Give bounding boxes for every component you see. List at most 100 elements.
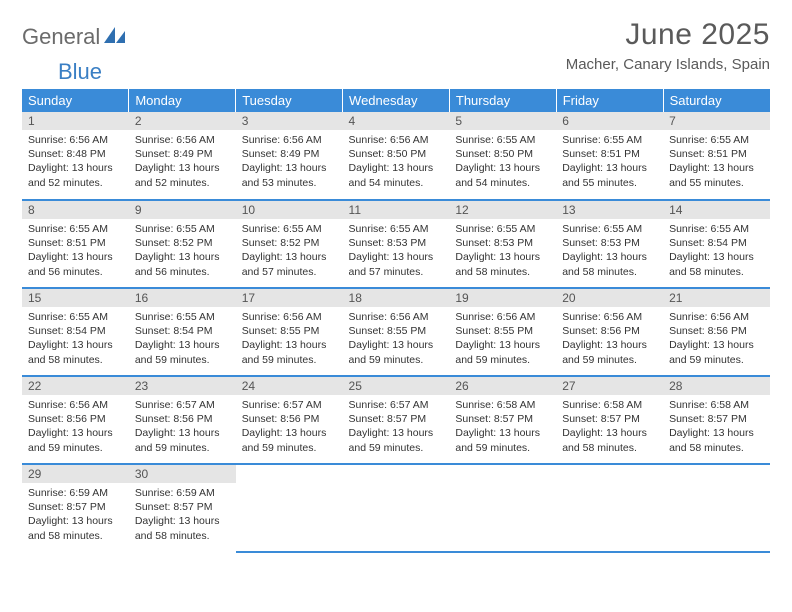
- calendar-cell: 15Sunrise: 6:55 AMSunset: 8:54 PMDayligh…: [22, 288, 129, 376]
- day-content: Sunrise: 6:55 AMSunset: 8:51 PMDaylight:…: [556, 130, 663, 196]
- day-content: Sunrise: 6:55 AMSunset: 8:54 PMDaylight:…: [129, 307, 236, 373]
- calendar-row: 8Sunrise: 6:55 AMSunset: 8:51 PMDaylight…: [22, 200, 770, 288]
- calendar-table: Sunday Monday Tuesday Wednesday Thursday…: [22, 89, 770, 553]
- calendar-cell: 20Sunrise: 6:56 AMSunset: 8:56 PMDayligh…: [556, 288, 663, 376]
- day-number: 29: [22, 465, 129, 483]
- day-content: Sunrise: 6:56 AMSunset: 8:49 PMDaylight:…: [129, 130, 236, 196]
- day-number: 16: [129, 289, 236, 307]
- day-number: 18: [343, 289, 450, 307]
- calendar-cell: 2Sunrise: 6:56 AMSunset: 8:49 PMDaylight…: [129, 112, 236, 200]
- weekday-tuesday: Tuesday: [236, 89, 343, 112]
- day-content: Sunrise: 6:56 AMSunset: 8:49 PMDaylight:…: [236, 130, 343, 196]
- day-number: 20: [556, 289, 663, 307]
- day-number: 8: [22, 201, 129, 219]
- day-content: Sunrise: 6:55 AMSunset: 8:54 PMDaylight:…: [22, 307, 129, 373]
- calendar-cell: 21Sunrise: 6:56 AMSunset: 8:56 PMDayligh…: [663, 288, 770, 376]
- logo-word-general: General: [22, 24, 100, 50]
- day-number: 19: [449, 289, 556, 307]
- calendar-cell: 16Sunrise: 6:55 AMSunset: 8:54 PMDayligh…: [129, 288, 236, 376]
- calendar-cell: 9Sunrise: 6:55 AMSunset: 8:52 PMDaylight…: [129, 200, 236, 288]
- day-content: Sunrise: 6:57 AMSunset: 8:57 PMDaylight:…: [343, 395, 450, 461]
- weekday-monday: Monday: [129, 89, 236, 112]
- calendar-cell: 3Sunrise: 6:56 AMSunset: 8:49 PMDaylight…: [236, 112, 343, 200]
- calendar-cell: 28Sunrise: 6:58 AMSunset: 8:57 PMDayligh…: [663, 376, 770, 464]
- weekday-friday: Friday: [556, 89, 663, 112]
- day-content: Sunrise: 6:55 AMSunset: 8:51 PMDaylight:…: [663, 130, 770, 196]
- day-content: Sunrise: 6:56 AMSunset: 8:56 PMDaylight:…: [22, 395, 129, 461]
- day-content: Sunrise: 6:57 AMSunset: 8:56 PMDaylight:…: [236, 395, 343, 461]
- calendar-cell: 10Sunrise: 6:55 AMSunset: 8:52 PMDayligh…: [236, 200, 343, 288]
- day-content: Sunrise: 6:56 AMSunset: 8:50 PMDaylight:…: [343, 130, 450, 196]
- calendar-cell: 26Sunrise: 6:58 AMSunset: 8:57 PMDayligh…: [449, 376, 556, 464]
- day-number: 25: [343, 377, 450, 395]
- day-content: Sunrise: 6:58 AMSunset: 8:57 PMDaylight:…: [556, 395, 663, 461]
- day-content: Sunrise: 6:55 AMSunset: 8:51 PMDaylight:…: [22, 219, 129, 285]
- day-content: Sunrise: 6:56 AMSunset: 8:48 PMDaylight:…: [22, 130, 129, 196]
- calendar-cell: 30Sunrise: 6:59 AMSunset: 8:57 PMDayligh…: [129, 464, 236, 552]
- day-content: Sunrise: 6:56 AMSunset: 8:56 PMDaylight:…: [556, 307, 663, 373]
- day-number: 22: [22, 377, 129, 395]
- day-number: 6: [556, 112, 663, 130]
- day-number: 17: [236, 289, 343, 307]
- logo: General: [22, 18, 128, 50]
- calendar-row: 15Sunrise: 6:55 AMSunset: 8:54 PMDayligh…: [22, 288, 770, 376]
- day-number: 26: [449, 377, 556, 395]
- weekday-sunday: Sunday: [22, 89, 129, 112]
- calendar-cell: 19Sunrise: 6:56 AMSunset: 8:55 PMDayligh…: [449, 288, 556, 376]
- day-number: 1: [22, 112, 129, 130]
- day-content: Sunrise: 6:55 AMSunset: 8:54 PMDaylight:…: [663, 219, 770, 285]
- calendar-cell: 14Sunrise: 6:55 AMSunset: 8:54 PMDayligh…: [663, 200, 770, 288]
- weekday-thursday: Thursday: [449, 89, 556, 112]
- day-number: 13: [556, 201, 663, 219]
- calendar-cell-empty: [343, 464, 450, 552]
- day-content: Sunrise: 6:55 AMSunset: 8:50 PMDaylight:…: [449, 130, 556, 196]
- calendar-row: 29Sunrise: 6:59 AMSunset: 8:57 PMDayligh…: [22, 464, 770, 552]
- calendar-cell: 29Sunrise: 6:59 AMSunset: 8:57 PMDayligh…: [22, 464, 129, 552]
- day-number: 23: [129, 377, 236, 395]
- day-number: 9: [129, 201, 236, 219]
- day-content: Sunrise: 6:55 AMSunset: 8:53 PMDaylight:…: [343, 219, 450, 285]
- calendar-cell: 11Sunrise: 6:55 AMSunset: 8:53 PMDayligh…: [343, 200, 450, 288]
- day-content: Sunrise: 6:55 AMSunset: 8:52 PMDaylight:…: [236, 219, 343, 285]
- day-number: 12: [449, 201, 556, 219]
- weekday-header-row: Sunday Monday Tuesday Wednesday Thursday…: [22, 89, 770, 112]
- day-content: Sunrise: 6:58 AMSunset: 8:57 PMDaylight:…: [663, 395, 770, 461]
- day-number: 28: [663, 377, 770, 395]
- calendar-cell: 4Sunrise: 6:56 AMSunset: 8:50 PMDaylight…: [343, 112, 450, 200]
- day-number: 10: [236, 201, 343, 219]
- calendar-cell: 7Sunrise: 6:55 AMSunset: 8:51 PMDaylight…: [663, 112, 770, 200]
- calendar-cell-empty: [236, 464, 343, 552]
- day-number: 11: [343, 201, 450, 219]
- day-number: 30: [129, 465, 236, 483]
- day-content: Sunrise: 6:56 AMSunset: 8:55 PMDaylight:…: [343, 307, 450, 373]
- day-number: 3: [236, 112, 343, 130]
- weekday-wednesday: Wednesday: [343, 89, 450, 112]
- day-number: 7: [663, 112, 770, 130]
- day-content: Sunrise: 6:57 AMSunset: 8:56 PMDaylight:…: [129, 395, 236, 461]
- day-number: 14: [663, 201, 770, 219]
- day-content: Sunrise: 6:59 AMSunset: 8:57 PMDaylight:…: [129, 483, 236, 549]
- calendar-cell: 1Sunrise: 6:56 AMSunset: 8:48 PMDaylight…: [22, 112, 129, 200]
- month-title: June 2025: [566, 18, 770, 52]
- logo-sail-icon: [104, 25, 126, 50]
- calendar-cell: 22Sunrise: 6:56 AMSunset: 8:56 PMDayligh…: [22, 376, 129, 464]
- calendar-cell: 13Sunrise: 6:55 AMSunset: 8:53 PMDayligh…: [556, 200, 663, 288]
- calendar-cell-empty: [449, 464, 556, 552]
- day-number: 24: [236, 377, 343, 395]
- day-number: 27: [556, 377, 663, 395]
- day-content: Sunrise: 6:58 AMSunset: 8:57 PMDaylight:…: [449, 395, 556, 461]
- calendar-cell: 17Sunrise: 6:56 AMSunset: 8:55 PMDayligh…: [236, 288, 343, 376]
- day-content: Sunrise: 6:55 AMSunset: 8:53 PMDaylight:…: [449, 219, 556, 285]
- weekday-saturday: Saturday: [663, 89, 770, 112]
- day-number: 5: [449, 112, 556, 130]
- day-number: 2: [129, 112, 236, 130]
- day-content: Sunrise: 6:56 AMSunset: 8:56 PMDaylight:…: [663, 307, 770, 373]
- day-number: 21: [663, 289, 770, 307]
- calendar-cell: 25Sunrise: 6:57 AMSunset: 8:57 PMDayligh…: [343, 376, 450, 464]
- calendar-cell-empty: [663, 464, 770, 552]
- calendar-cell: 24Sunrise: 6:57 AMSunset: 8:56 PMDayligh…: [236, 376, 343, 464]
- calendar-cell: 18Sunrise: 6:56 AMSunset: 8:55 PMDayligh…: [343, 288, 450, 376]
- calendar-cell: 5Sunrise: 6:55 AMSunset: 8:50 PMDaylight…: [449, 112, 556, 200]
- day-number: 4: [343, 112, 450, 130]
- calendar-row: 22Sunrise: 6:56 AMSunset: 8:56 PMDayligh…: [22, 376, 770, 464]
